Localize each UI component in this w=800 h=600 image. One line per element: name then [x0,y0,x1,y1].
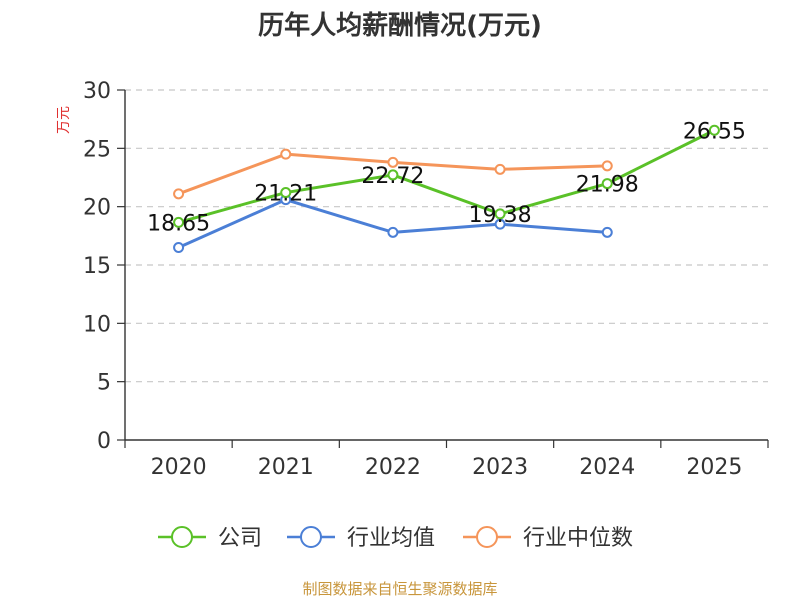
source-note: 制图数据来自恒生聚源数据库 [302,580,497,598]
x-tick-label: 2025 [686,455,742,480]
y-tick-label: 30 [83,79,111,104]
data-point[interactable] [173,188,185,200]
data-point[interactable] [173,242,185,253]
series-line [178,128,716,224]
series-layer [173,124,720,253]
legend-item[interactable]: 行业中位数 [463,526,633,551]
data-label: 19.38 [469,203,532,228]
data-point[interactable] [387,169,399,181]
data-point[interactable] [601,178,613,190]
legend-item[interactable]: 公司 [158,526,262,551]
data-point[interactable] [387,156,399,168]
data-label: 18.65 [147,211,210,236]
y-tick-label: 5 [97,371,111,396]
data-point[interactable] [601,160,613,172]
data-labels: 18.65 21.21 22.72 19.38 21.98 26.55 [147,119,746,236]
legend-marker [300,526,322,548]
y-tick-label: 20 [83,196,111,221]
x-tick-label: 2021 [258,455,314,480]
y-tick-label: 15 [83,254,111,279]
y-tick-label: 25 [83,137,111,162]
data-label: 22.72 [361,164,424,189]
data-label: 21.98 [576,173,639,198]
data-point[interactable] [494,163,506,175]
grid [125,89,768,383]
y-axis-label: 万元 [56,106,72,134]
legend-marker [476,526,498,548]
legend-marker [171,526,193,548]
x-tick-label: 2023 [472,455,528,480]
data-point[interactable] [173,216,185,228]
legend[interactable]: 公司 行业均值 行业中位数 [158,526,633,551]
y-tick-label: 10 [83,312,111,337]
data-point[interactable] [280,187,292,199]
data-point[interactable] [601,226,613,238]
y-tick-label: 0 [97,429,111,454]
x-tick-label: 2022 [365,455,421,480]
data-point[interactable] [708,124,720,136]
x-tick-label: 2020 [151,455,207,480]
data-point[interactable] [494,208,506,220]
legend-label: 行业中位数 [523,526,633,551]
legend-label: 公司 [218,526,262,551]
legend-label: 行业均值 [347,526,435,551]
data-point[interactable] [494,218,506,230]
chart-title: 历年人均薪酬情况(万元) [258,10,542,41]
data-label: 21.21 [254,182,317,207]
x-tick-label: 2024 [579,455,635,480]
data-label: 26.55 [683,119,746,144]
data-point[interactable] [280,148,292,160]
data-point[interactable] [387,226,399,238]
legend-item[interactable]: 行业均值 [287,526,435,551]
